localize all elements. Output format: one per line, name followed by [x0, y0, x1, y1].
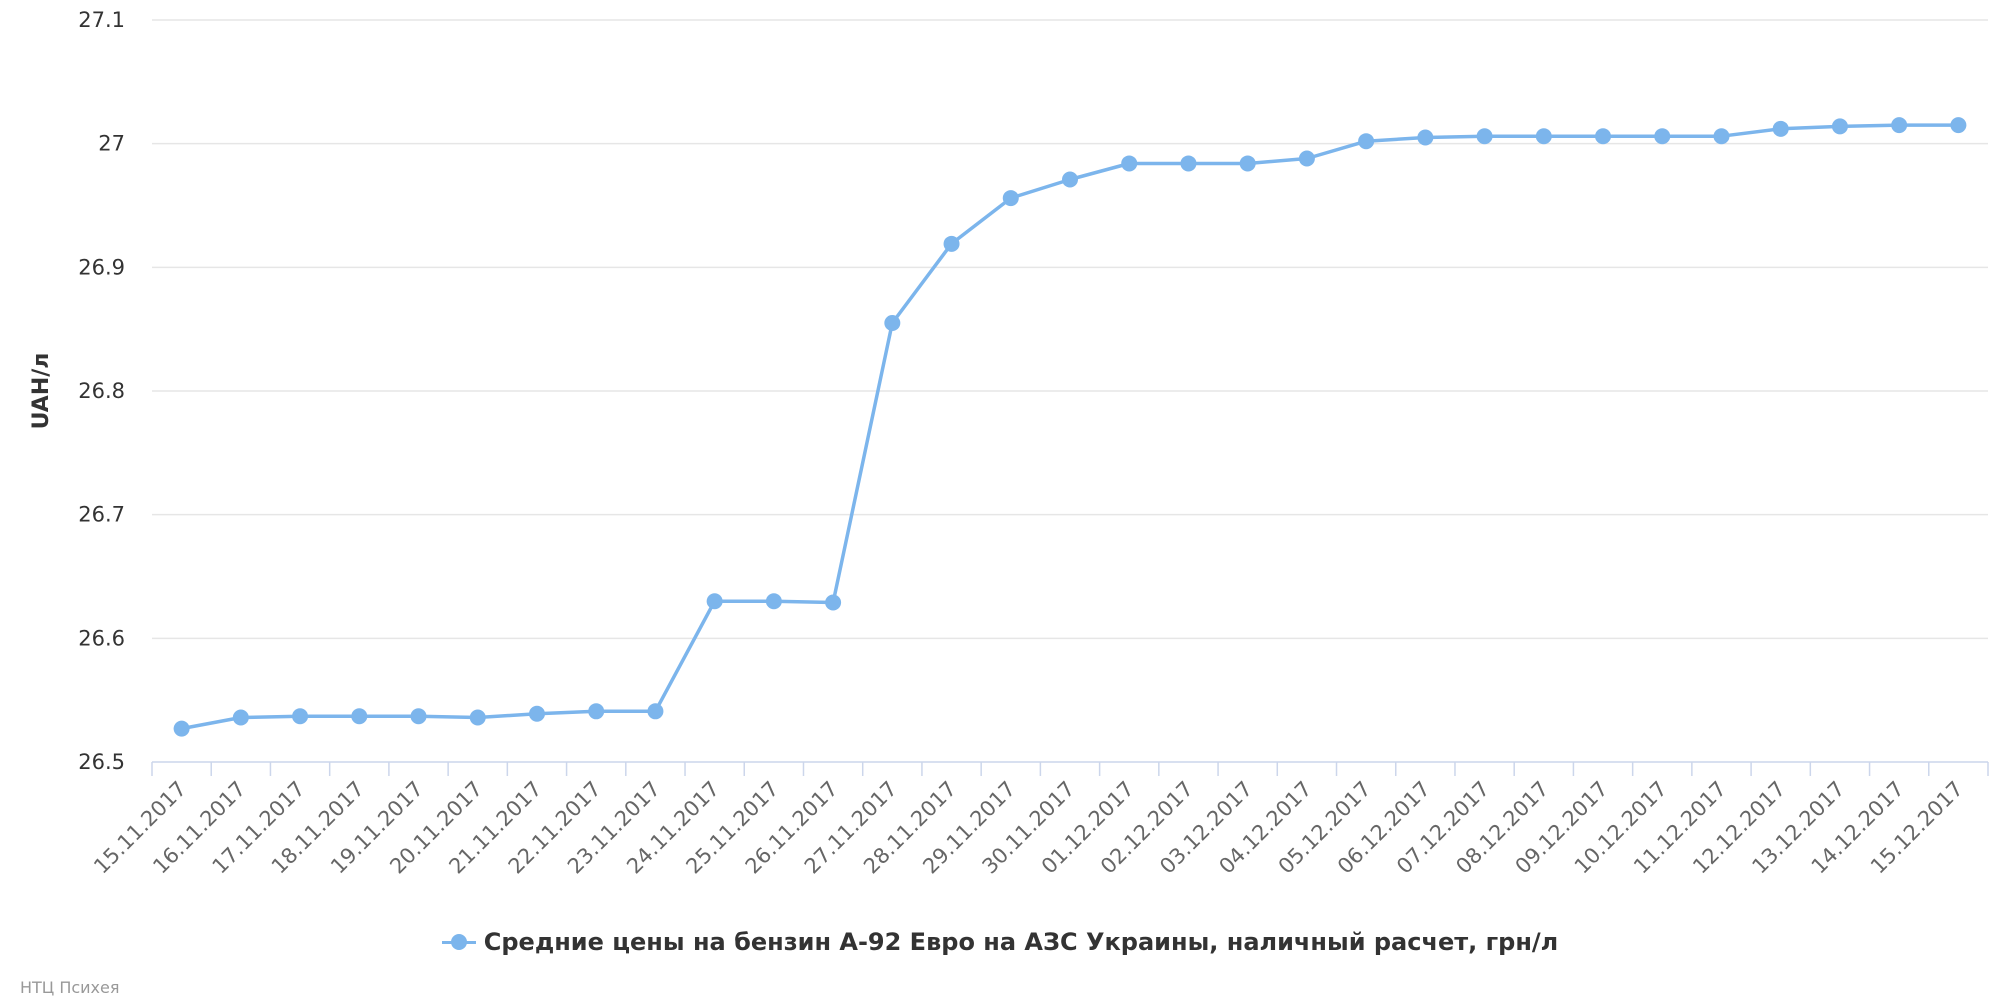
- data-point[interactable]: [1002, 190, 1019, 207]
- tick-labels: 26.526.626.726.826.92727.115.11.201716.1…: [78, 8, 1968, 879]
- data-point[interactable]: [1891, 117, 1908, 134]
- legend[interactable]: Средние цены на бензин А-92 Евро на АЗС …: [0, 928, 2000, 956]
- data-point[interactable]: [1298, 150, 1315, 167]
- data-point[interactable]: [1239, 155, 1256, 172]
- axes: [151, 761, 1989, 776]
- y-tick-label: 26.6: [78, 626, 125, 650]
- data-point[interactable]: [173, 720, 190, 737]
- data-point[interactable]: [1417, 129, 1434, 146]
- series-group: [173, 117, 1967, 737]
- data-point[interactable]: [292, 708, 309, 725]
- data-point[interactable]: [825, 594, 842, 611]
- data-point[interactable]: [1180, 155, 1197, 172]
- grid-lines: [152, 19, 1988, 640]
- y-tick-label: 26.9: [78, 255, 125, 279]
- y-tick-label: 27.1: [78, 8, 125, 32]
- data-point[interactable]: [943, 235, 960, 252]
- data-point[interactable]: [706, 593, 723, 610]
- data-point[interactable]: [588, 703, 605, 720]
- legend-marker-icon: [441, 932, 476, 952]
- y-tick-label: 26.7: [78, 503, 125, 527]
- data-point[interactable]: [1358, 133, 1375, 150]
- data-point[interactable]: [232, 709, 249, 726]
- y-tick-label: 26.8: [78, 379, 125, 403]
- series-layer: [173, 117, 1967, 737]
- data-point[interactable]: [1772, 120, 1789, 137]
- y-axis-title: UAH/л: [29, 353, 54, 430]
- y-tick-label: 27: [98, 132, 125, 156]
- data-point[interactable]: [351, 708, 368, 725]
- data-point[interactable]: [1595, 128, 1612, 145]
- data-point[interactable]: [1654, 128, 1671, 145]
- data-point[interactable]: [469, 709, 486, 726]
- data-point[interactable]: [1121, 155, 1138, 172]
- data-point[interactable]: [1535, 128, 1552, 145]
- data-point[interactable]: [1476, 128, 1493, 145]
- data-point[interactable]: [410, 708, 427, 725]
- data-point[interactable]: [1831, 118, 1848, 135]
- data-point[interactable]: [884, 314, 901, 331]
- data-point[interactable]: [765, 593, 782, 610]
- data-point[interactable]: [1062, 171, 1078, 188]
- y-tick-label: 26.5: [78, 750, 125, 774]
- data-point[interactable]: [1713, 128, 1730, 145]
- credits-text[interactable]: НТЦ Психея: [20, 978, 120, 997]
- legend-label: Средние цены на бензин А-92 Евро на АЗС …: [483, 928, 1559, 956]
- data-point[interactable]: [1950, 117, 1967, 134]
- data-point[interactable]: [647, 703, 664, 720]
- data-point[interactable]: [528, 705, 545, 722]
